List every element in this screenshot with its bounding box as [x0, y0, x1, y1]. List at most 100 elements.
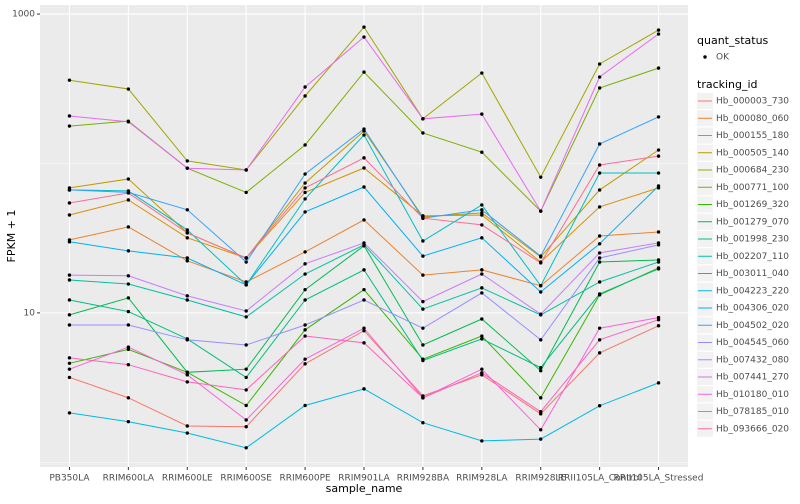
- data-point: [539, 312, 543, 316]
- data-point: [67, 313, 72, 317]
- data-point: [362, 25, 366, 29]
- data-point: [126, 362, 131, 367]
- data-point: [244, 190, 248, 195]
- data-point: [421, 343, 425, 347]
- data-point: [656, 241, 661, 245]
- data-point: [67, 323, 72, 327]
- data-point: [597, 260, 602, 264]
- x-tick-label: RRIM600LA: [103, 474, 155, 484]
- data-point: [185, 236, 189, 240]
- data-point: [126, 323, 131, 327]
- data-point: [126, 120, 131, 124]
- data-point: [185, 256, 189, 260]
- data-point: [244, 425, 248, 429]
- data-point: [656, 148, 661, 152]
- data-point: [303, 85, 307, 89]
- data-point: [539, 428, 543, 432]
- data-point: [126, 249, 131, 253]
- data-point: [597, 86, 602, 90]
- legend-label: Hb_002207_110: [716, 252, 789, 262]
- x-tick-label: RRII105LA_Control: [558, 474, 641, 484]
- data-point: [185, 228, 189, 232]
- legend-label: Hb_007432_080: [716, 355, 789, 365]
- data-point: [303, 334, 307, 338]
- data-point: [126, 282, 131, 286]
- data-point: [303, 298, 307, 302]
- data-point: [362, 268, 366, 272]
- data-point: [67, 361, 72, 365]
- data-point: [421, 307, 425, 311]
- data-point: [185, 166, 189, 170]
- data-point: [67, 273, 72, 277]
- x-tick-label: RRIM600LE: [162, 474, 213, 484]
- data-point: [421, 396, 425, 400]
- data-point: [185, 373, 189, 377]
- legend-point: [703, 55, 707, 59]
- data-point: [597, 75, 602, 79]
- y-tick-label: 10: [24, 308, 36, 318]
- legend-label: Hb_004223_220: [716, 286, 789, 296]
- data-point: [480, 150, 484, 154]
- data-point: [67, 240, 72, 244]
- data-point: [362, 166, 366, 170]
- data-point: [185, 159, 189, 163]
- data-point: [244, 403, 248, 408]
- data-point: [362, 241, 366, 245]
- data-point: [244, 375, 248, 380]
- data-point: [480, 371, 484, 375]
- data-point: [539, 261, 543, 265]
- data-point: [480, 317, 484, 321]
- data-point: [597, 142, 602, 146]
- data-point: [303, 357, 307, 361]
- data-point: [421, 421, 425, 425]
- data-point: [185, 259, 189, 263]
- data-point: [67, 278, 72, 282]
- data-point: [539, 396, 543, 400]
- legend-label: Hb_093666_020: [716, 424, 789, 434]
- legend-label: Hb_000155_180: [716, 131, 789, 141]
- data-point: [597, 351, 602, 355]
- data-point: [597, 163, 602, 167]
- legend-label: OK: [716, 53, 730, 63]
- legend-label: Hb_000505_140: [716, 148, 789, 158]
- data-point: [539, 209, 543, 213]
- data-point: [597, 326, 602, 330]
- legend-label: Hb_004502_020: [716, 321, 789, 331]
- data-point: [480, 112, 484, 116]
- data-point: [539, 410, 543, 414]
- data-point: [244, 260, 248, 264]
- data-point: [539, 290, 543, 294]
- legend-label: Hb_078185_010: [716, 407, 789, 417]
- data-point: [362, 387, 366, 391]
- data-point: [656, 154, 661, 158]
- data-point: [185, 298, 189, 302]
- legend-title: quant_status: [697, 34, 769, 47]
- data-point: [244, 256, 248, 260]
- data-point: [303, 287, 307, 292]
- data-point: [597, 188, 602, 192]
- data-point: [67, 201, 72, 205]
- x-tick-label: RRIM928LA: [456, 474, 508, 484]
- data-point: [362, 35, 366, 39]
- data-point: [480, 291, 484, 295]
- data-point: [244, 446, 248, 450]
- data-point: [185, 370, 189, 375]
- data-point: [597, 251, 602, 255]
- data-point: [597, 62, 602, 66]
- y-tick-label: 1000: [12, 10, 35, 20]
- data-point: [126, 345, 131, 349]
- legend-label: Hb_004306_020: [716, 304, 789, 314]
- data-point: [597, 404, 602, 408]
- data-point: [421, 326, 425, 330]
- x-tick-label: RRIM600PE: [279, 474, 331, 484]
- data-point: [480, 286, 484, 290]
- data-point: [539, 369, 543, 373]
- data-point: [480, 439, 484, 443]
- data-point: [362, 341, 366, 345]
- data-point: [480, 268, 484, 272]
- data-point: [597, 205, 602, 209]
- y-axis-title: FPKM + 1: [5, 210, 18, 263]
- data-point: [480, 367, 484, 371]
- legend-label: Hb_001279_070: [716, 217, 789, 227]
- data-point: [126, 419, 131, 424]
